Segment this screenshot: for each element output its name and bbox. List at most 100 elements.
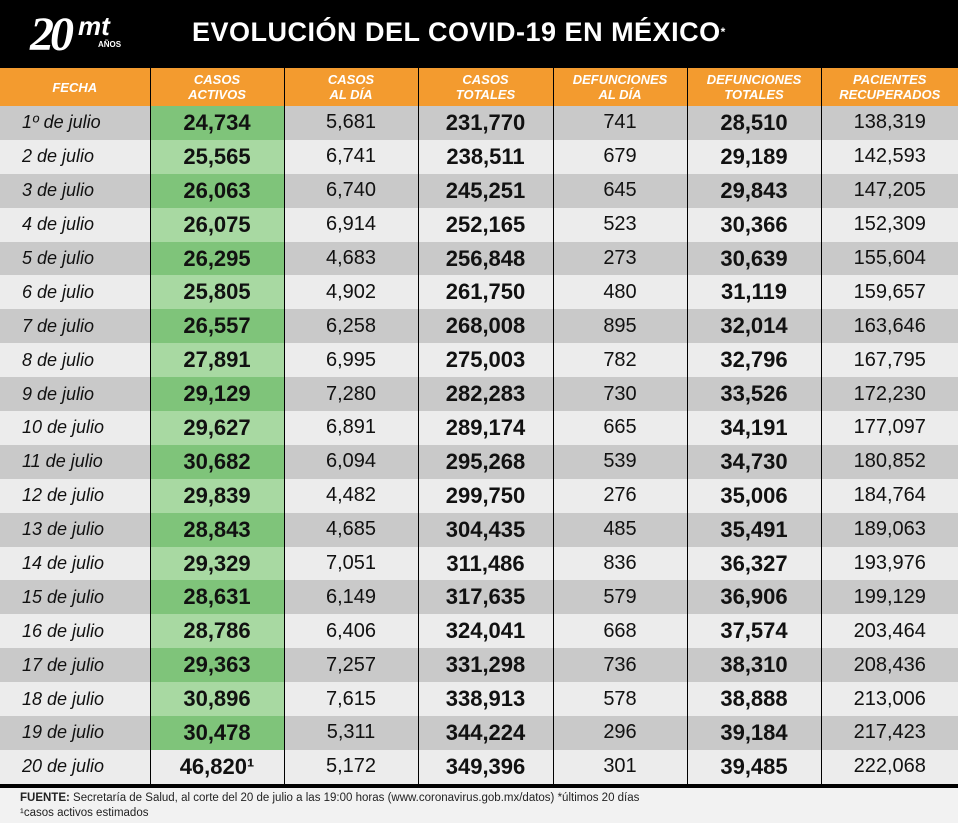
table-row: 18 de julio 30,896 7,615 338,913 578 38,888 21… — [0, 682, 958, 717]
col-fecha-cell: 12 de julio — [0, 478, 151, 513]
table-row: 3 de julio 26,063 6,740 245,251 645 29,843 147… — [0, 173, 958, 208]
footer-source: FUENTE: Secretaría de Salud, al corte de… — [20, 792, 639, 804]
col-fecha-cell: 18 de julio — [0, 682, 151, 717]
col-casos-totales-cell: 349,396 — [418, 749, 554, 784]
table-row: 11 de julio 30,682 6,094 295,268 539 34,730 18… — [0, 444, 958, 479]
footer: FUENTE: Secretaría de Salud, al corte de… — [0, 788, 958, 823]
table-row: 10 de julio 29,627 6,891 289,174 665 34,191 17… — [0, 411, 958, 445]
col-defunciones-totales-cell: 34,191 — [687, 411, 822, 445]
col-casos-activos-cell: 25,565 — [150, 139, 285, 174]
col-defunciones-totales-header: DEFUNCIONES TOTALES — [687, 68, 822, 106]
col-casos-activos-cell: 46,820¹ — [150, 749, 285, 784]
table-row: 2 de julio 25,565 6,741 238,511 679 29,189 142… — [0, 139, 958, 174]
logo-sub: AÑOS — [98, 40, 122, 49]
col-casos-activos-cell: 26,557 — [150, 309, 285, 344]
col-casos-totales-cell: 252,165 — [418, 207, 554, 242]
table-row: 4 de julio 26,075 6,914 252,165 523 30,366 152… — [0, 207, 958, 242]
col-defunciones-al-dia-cell: 665 — [553, 411, 688, 445]
table-row: 20 de julio 46,820¹ 5,172 349,396 301 39,485 2… — [0, 749, 958, 784]
col-pacientes-recuperados-cell: 180,852 — [821, 444, 958, 479]
col-defunciones-totales-cell: 37,574 — [687, 614, 822, 649]
col-defunciones-totales-cell: 30,639 — [687, 241, 822, 276]
source-text: Secretaría de Salud, al corte del 20 de … — [69, 792, 640, 804]
col-defunciones-al-dia-cell: 736 — [553, 648, 688, 683]
table-row: 9 de julio 29,129 7,280 282,283 730 33,526 172… — [0, 377, 958, 412]
col-pacientes-recuperados-cell: 155,604 — [821, 241, 958, 276]
col-casos-activos-cell: 26,075 — [150, 207, 285, 242]
col-defunciones-al-dia-cell: 485 — [553, 512, 688, 547]
col-fecha-cell: 10 de julio — [0, 411, 151, 445]
col-casos-totales-cell: 245,251 — [418, 173, 554, 208]
logo-number: 20 — [30, 8, 74, 61]
col-defunciones-al-dia-cell: 836 — [553, 546, 688, 581]
col-casos-activos-cell: 28,786 — [150, 614, 285, 649]
col-defunciones-al-dia-cell: 741 — [553, 106, 688, 140]
col-fecha-cell: 14 de julio — [0, 546, 151, 581]
col-fecha-cell: 15 de julio — [0, 580, 151, 615]
col-defunciones-totales-cell: 39,485 — [687, 749, 822, 784]
col-defunciones-totales-cell: 33,526 — [687, 377, 822, 412]
col-casos-totales-cell: 275,003 — [418, 343, 554, 378]
table-row: 5 de julio 26,295 4,683 256,848 273 30,639 155… — [0, 241, 958, 276]
col-defunciones-al-dia-header: DEFUNCIONES AL DÍA — [553, 68, 688, 106]
col-casos-totales-cell: 317,635 — [418, 580, 554, 615]
col-defunciones-totales-cell: 29,189 — [687, 139, 822, 174]
milenio-logo: 20 mt AÑOS — [30, 8, 130, 62]
col-casos-al-dia-cell: 4,685 — [284, 512, 419, 547]
col-defunciones-totales-cell: 29,843 — [687, 173, 822, 208]
col-defunciones-al-dia-cell: 296 — [553, 716, 688, 750]
table-row: 16 de julio 28,786 6,406 324,041 668 37,574 20… — [0, 614, 958, 649]
col-defunciones-totales-cell: 30,366 — [687, 207, 822, 242]
col-fecha-cell: 16 de julio — [0, 614, 151, 649]
col-casos-activos-cell: 30,478 — [150, 716, 285, 750]
col-casos-totales-cell: 331,298 — [418, 648, 554, 683]
col-defunciones-totales-cell: 32,796 — [687, 343, 822, 378]
col-fecha-cell: 6 de julio — [0, 275, 151, 310]
col-defunciones-al-dia-cell: 668 — [553, 614, 688, 649]
col-casos-al-dia-cell: 6,258 — [284, 309, 419, 344]
col-casos-al-dia-cell: 7,051 — [284, 546, 419, 581]
col-defunciones-al-dia-cell: 539 — [553, 444, 688, 479]
col-pacientes-recuperados-cell: 213,006 — [821, 682, 958, 717]
col-defunciones-al-dia-cell: 301 — [553, 749, 688, 784]
col-casos-activos-cell: 29,363 — [150, 648, 285, 683]
col-casos-activos-cell: 29,839 — [150, 478, 285, 513]
col-pacientes-recuperados-cell: 163,646 — [821, 309, 958, 344]
col-pacientes-recuperados-cell: 167,795 — [821, 343, 958, 378]
col-defunciones-totales-cell: 35,006 — [687, 478, 822, 513]
col-pacientes-recuperados-cell: 142,593 — [821, 139, 958, 174]
col-pacientes-recuperados-header: PACIENTES RECUPERADOS — [821, 68, 958, 106]
col-defunciones-totales-cell: 38,310 — [687, 648, 822, 683]
col-casos-al-dia-cell: 6,094 — [284, 444, 419, 479]
col-casos-activos-cell: 29,129 — [150, 377, 285, 412]
page-title: EVOLUCIÓN DEL COVID-19 EN MÉXICO* — [192, 14, 726, 50]
col-casos-activos-cell: 24,734 — [150, 106, 285, 140]
title-mark: * — [720, 25, 726, 39]
col-casos-al-dia-cell: 6,741 — [284, 139, 419, 174]
col-casos-activos-cell: 29,329 — [150, 546, 285, 581]
col-defunciones-al-dia-cell: 679 — [553, 139, 688, 174]
table-header-row: FECHA CASOS ACTIVOS CASOS AL DÍA CASOS TOTALES… — [0, 68, 958, 106]
col-casos-al-dia-cell: 7,615 — [284, 682, 419, 717]
col-casos-al-dia-cell: 6,406 — [284, 614, 419, 649]
col-pacientes-recuperados-cell: 203,464 — [821, 614, 958, 649]
col-fecha-cell: 5 de julio — [0, 241, 151, 276]
footer-note: ¹casos activos estimados — [20, 807, 149, 819]
col-pacientes-recuperados-cell: 138,319 — [821, 106, 958, 140]
table-row: 19 de julio 30,478 5,311 344,224 296 39,184 21… — [0, 716, 958, 750]
col-casos-totales-cell: 268,008 — [418, 309, 554, 344]
table-row: 6 de julio 25,805 4,902 261,750 480 31,119 159… — [0, 275, 958, 310]
col-casos-al-dia-cell: 5,172 — [284, 749, 419, 784]
col-fecha-cell: 3 de julio — [0, 173, 151, 208]
col-defunciones-al-dia-cell: 276 — [553, 478, 688, 513]
col-casos-activos-cell: 28,843 — [150, 512, 285, 547]
col-casos-al-dia-cell: 6,149 — [284, 580, 419, 615]
col-defunciones-al-dia-cell: 523 — [553, 207, 688, 242]
col-defunciones-totales-cell: 36,906 — [687, 580, 822, 615]
col-casos-activos-header: CASOS ACTIVOS — [150, 68, 285, 106]
col-casos-activos-cell: 26,295 — [150, 241, 285, 276]
col-casos-totales-cell: 256,848 — [418, 241, 554, 276]
col-casos-totales-cell: 344,224 — [418, 716, 554, 750]
col-casos-activos-cell: 30,682 — [150, 444, 285, 479]
col-fecha-cell: 8 de julio — [0, 343, 151, 378]
